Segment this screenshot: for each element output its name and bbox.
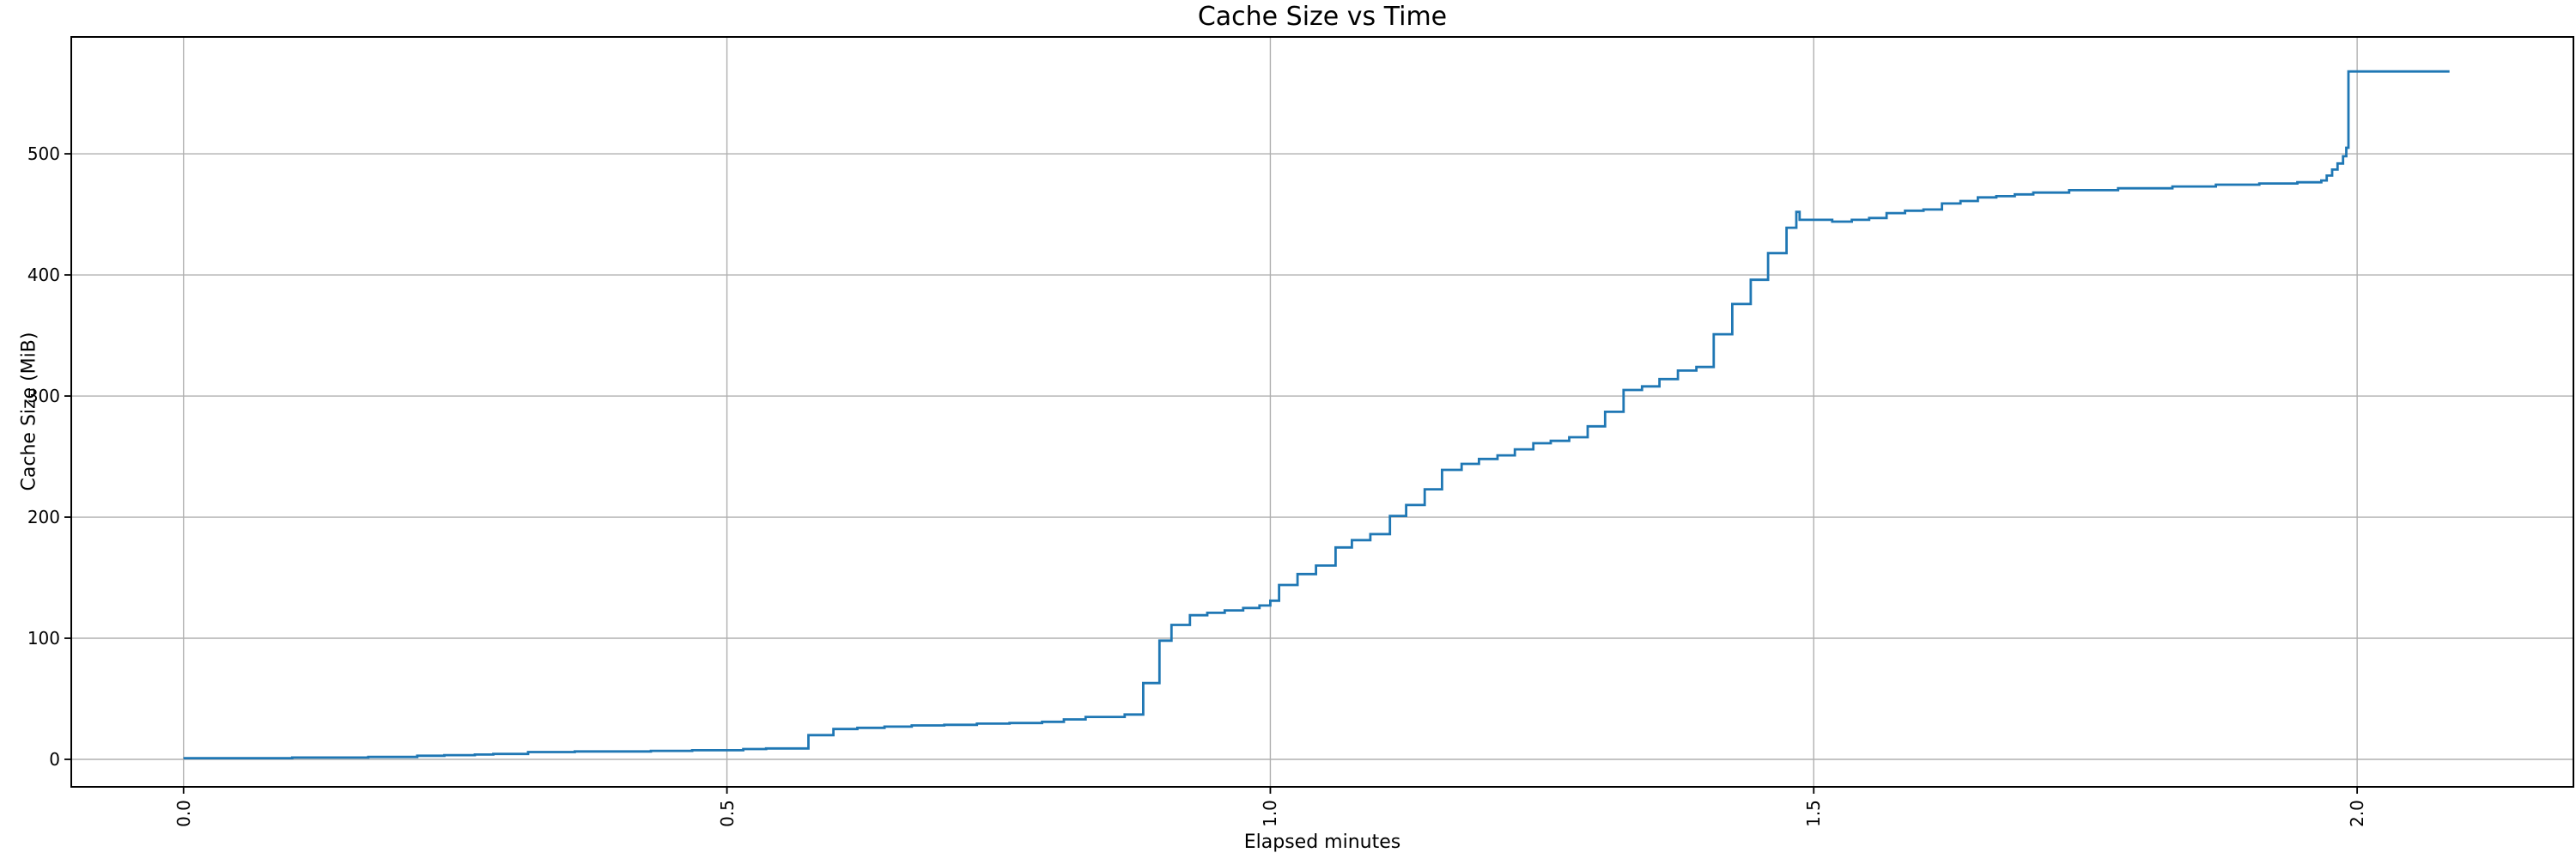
y-tick-label: 100	[27, 628, 60, 649]
x-axis-label: Elapsed minutes	[1243, 832, 1401, 853]
y-tick-label: 0	[49, 748, 60, 770]
axes-border	[70, 36, 2574, 788]
x-tick-label: 0.5	[716, 800, 738, 827]
y-tick-label: 200	[27, 507, 60, 528]
x-tick-label: 2.0	[2347, 800, 2368, 827]
x-tick-label: 1.5	[1803, 800, 1825, 827]
y-tick-label: 300	[27, 386, 60, 407]
y-tick-label: 500	[27, 143, 60, 165]
x-tick-label: 1.0	[1260, 800, 1281, 827]
y-axis-label: Cache Size (MiB)	[18, 332, 40, 491]
chart-title: Cache Size vs Time	[1197, 2, 1448, 32]
data-line	[183, 70, 2450, 759]
x-tick-label: 0.0	[173, 800, 194, 827]
y-tick-label: 400	[27, 265, 60, 286]
